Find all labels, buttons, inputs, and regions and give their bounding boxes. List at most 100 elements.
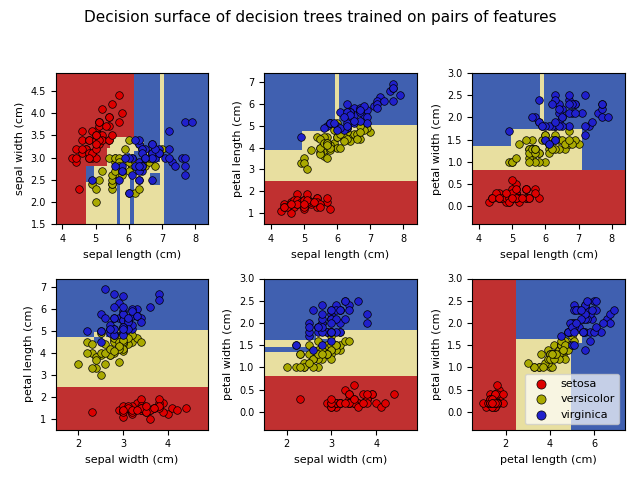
virginica — [131, 312, 141, 320]
virginica — [362, 319, 372, 327]
versicolor — [291, 364, 301, 372]
versicolor — [545, 355, 555, 362]
versicolor — [110, 176, 120, 183]
setosa — [154, 395, 164, 403]
versicolor — [107, 180, 117, 188]
versicolor — [531, 145, 541, 153]
virginica — [140, 145, 150, 153]
virginica — [580, 91, 590, 99]
versicolor — [540, 359, 550, 367]
versicolor — [325, 146, 335, 154]
virginica — [147, 140, 157, 148]
setosa — [312, 203, 323, 211]
versicolor — [551, 350, 561, 358]
X-axis label: sepal width (cm): sepal width (cm) — [294, 455, 387, 465]
versicolor — [534, 364, 544, 372]
virginica — [332, 126, 342, 134]
virginica — [100, 314, 110, 322]
versicolor — [120, 145, 131, 153]
setosa — [340, 399, 350, 407]
virginica — [331, 328, 341, 336]
virginica — [372, 104, 382, 112]
setosa — [349, 395, 359, 402]
setosa — [118, 406, 128, 414]
versicolor — [100, 349, 110, 357]
setosa — [279, 201, 289, 208]
setosa — [490, 189, 500, 197]
setosa — [358, 399, 368, 407]
virginica — [604, 114, 614, 121]
versicolor — [304, 350, 314, 358]
setosa — [487, 399, 497, 407]
setosa — [107, 100, 117, 108]
virginica — [570, 100, 580, 108]
virginica — [325, 120, 335, 127]
virginica — [596, 100, 607, 108]
setosa — [279, 203, 289, 211]
versicolor — [104, 351, 115, 359]
virginica — [355, 107, 365, 114]
versicolor — [563, 127, 573, 135]
setosa — [367, 390, 377, 398]
setosa — [299, 203, 309, 211]
versicolor — [322, 139, 332, 147]
virginica — [596, 114, 607, 121]
setosa — [285, 198, 296, 206]
virginica — [127, 171, 137, 179]
versicolor — [349, 131, 359, 138]
versicolor — [304, 341, 314, 349]
versicolor — [345, 132, 355, 140]
versicolor — [540, 132, 550, 139]
virginica — [345, 115, 355, 123]
setosa — [367, 390, 377, 398]
versicolor — [335, 341, 346, 349]
virginica — [584, 328, 595, 336]
setosa — [84, 154, 94, 161]
setosa — [344, 390, 355, 398]
versicolor — [319, 132, 329, 140]
setosa — [500, 189, 511, 197]
virginica — [362, 120, 372, 127]
versicolor — [109, 349, 119, 357]
virginica — [372, 100, 382, 108]
setosa — [520, 194, 531, 202]
versicolor — [136, 338, 146, 346]
virginica — [589, 297, 599, 305]
setosa — [302, 196, 312, 204]
setosa — [94, 118, 104, 126]
setosa — [90, 154, 100, 161]
setosa — [492, 399, 502, 407]
setosa — [122, 404, 132, 412]
setosa — [104, 114, 114, 121]
virginica — [349, 104, 359, 112]
virginica — [362, 113, 372, 120]
versicolor — [295, 350, 305, 358]
setosa — [127, 408, 137, 416]
versicolor — [109, 334, 119, 341]
setosa — [490, 390, 500, 398]
virginica — [109, 290, 119, 298]
setosa — [504, 198, 514, 206]
versicolor — [344, 337, 355, 345]
versicolor — [140, 163, 150, 170]
virginica — [355, 107, 365, 114]
virginica — [554, 109, 564, 117]
versicolor — [556, 341, 566, 349]
versicolor — [554, 346, 564, 353]
versicolor — [73, 360, 83, 368]
setosa — [107, 132, 117, 139]
virginica — [395, 91, 405, 99]
versicolor — [547, 350, 557, 358]
virginica — [117, 167, 127, 175]
virginica — [326, 315, 337, 323]
setosa — [494, 189, 504, 197]
setosa — [158, 399, 168, 407]
versicolor — [520, 136, 531, 144]
virginica — [118, 323, 128, 331]
setosa — [172, 406, 182, 414]
versicolor — [313, 346, 323, 353]
virginica — [598, 319, 608, 327]
versicolor — [527, 145, 537, 153]
versicolor — [531, 149, 541, 157]
versicolor — [560, 145, 570, 153]
